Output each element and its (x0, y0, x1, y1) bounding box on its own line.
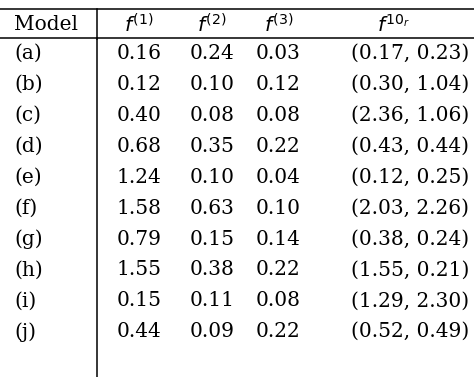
Text: 0.16: 0.16 (116, 44, 161, 63)
Text: 0.08: 0.08 (256, 106, 301, 125)
Text: $f^{(3)}$: $f^{(3)}$ (264, 13, 293, 36)
Text: 0.14: 0.14 (256, 230, 301, 248)
Text: 0.04: 0.04 (256, 168, 301, 187)
Text: (h): (h) (14, 261, 43, 279)
Text: 0.40: 0.40 (116, 106, 161, 125)
Text: $f^{(2)}$: $f^{(2)}$ (198, 13, 227, 36)
Text: $f^{(1)}$: $f^{(1)}$ (124, 13, 153, 36)
Text: (f): (f) (14, 199, 37, 218)
Text: (j): (j) (14, 322, 36, 342)
Text: 1.24: 1.24 (116, 168, 161, 187)
Text: (i): (i) (14, 291, 36, 310)
Text: 0.10: 0.10 (256, 199, 301, 218)
Text: 0.22: 0.22 (256, 261, 301, 279)
Text: (0.38, 0.24): (0.38, 0.24) (351, 230, 469, 248)
Text: $f^{10_r}$: $f^{10_r}$ (377, 14, 410, 35)
Text: 0.08: 0.08 (256, 291, 301, 310)
Text: (g): (g) (14, 229, 43, 249)
Text: (0.17, 0.23): (0.17, 0.23) (351, 44, 469, 63)
Text: 0.11: 0.11 (190, 291, 235, 310)
Text: 0.15: 0.15 (190, 230, 235, 248)
Text: 0.03: 0.03 (256, 44, 301, 63)
Text: 0.68: 0.68 (116, 137, 161, 156)
Text: (a): (a) (14, 44, 42, 63)
Text: 0.09: 0.09 (190, 322, 235, 341)
Text: 1.58: 1.58 (116, 199, 161, 218)
Text: 0.44: 0.44 (116, 322, 161, 341)
Text: 0.24: 0.24 (190, 44, 235, 63)
Text: (0.52, 0.49): (0.52, 0.49) (351, 322, 469, 341)
Text: 0.08: 0.08 (190, 106, 235, 125)
Text: 0.22: 0.22 (256, 137, 301, 156)
Text: 0.79: 0.79 (116, 230, 161, 248)
Text: (c): (c) (14, 106, 41, 125)
Text: (0.43, 0.44): (0.43, 0.44) (351, 137, 469, 156)
Text: (1.29, 2.30): (1.29, 2.30) (351, 291, 469, 310)
Text: 0.10: 0.10 (190, 75, 235, 94)
Text: 0.12: 0.12 (256, 75, 301, 94)
Text: 0.38: 0.38 (190, 261, 235, 279)
Text: 0.22: 0.22 (256, 322, 301, 341)
Text: (d): (d) (14, 137, 43, 156)
Text: 0.63: 0.63 (190, 199, 235, 218)
Text: (2.03, 2.26): (2.03, 2.26) (351, 199, 469, 218)
Text: (0.30, 1.04): (0.30, 1.04) (351, 75, 469, 94)
Text: Model: Model (14, 15, 78, 34)
Text: (1.55, 0.21): (1.55, 0.21) (351, 261, 469, 279)
Text: (b): (b) (14, 75, 43, 94)
Text: (0.12, 0.25): (0.12, 0.25) (351, 168, 469, 187)
Text: 0.10: 0.10 (190, 168, 235, 187)
Text: (2.36, 1.06): (2.36, 1.06) (351, 106, 469, 125)
Text: 0.35: 0.35 (190, 137, 235, 156)
Text: 0.12: 0.12 (116, 75, 161, 94)
Text: 0.15: 0.15 (116, 291, 161, 310)
Text: 1.55: 1.55 (116, 261, 161, 279)
Text: (e): (e) (14, 168, 42, 187)
